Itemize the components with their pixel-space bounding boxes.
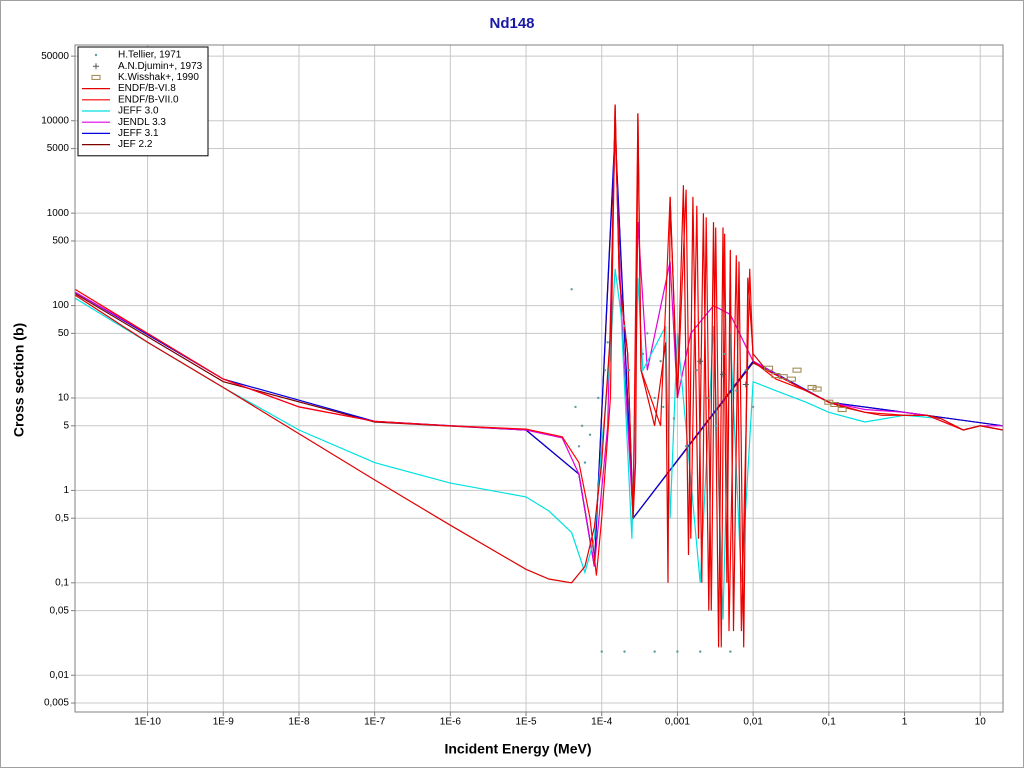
series-line bbox=[75, 129, 1003, 567]
plot-marks bbox=[75, 104, 1003, 653]
data-point bbox=[600, 650, 603, 653]
data-point bbox=[653, 396, 656, 400]
x-tick-label: 1E-6 bbox=[440, 717, 462, 728]
x-tick-label: 1E-9 bbox=[213, 717, 235, 728]
data-point bbox=[723, 352, 726, 356]
legend-marker bbox=[93, 63, 99, 70]
data-point bbox=[684, 445, 688, 448]
data-point bbox=[659, 360, 662, 363]
y-tick-label: 1 bbox=[63, 485, 69, 496]
data-point bbox=[577, 445, 581, 448]
y-tick-label: 50 bbox=[58, 328, 70, 339]
data-point bbox=[646, 332, 649, 335]
data-point bbox=[588, 433, 592, 436]
y-axis-label: Cross section (b) bbox=[11, 323, 27, 437]
data-point bbox=[751, 405, 755, 409]
data-point bbox=[672, 417, 676, 420]
x-tick-label: 1E-10 bbox=[134, 717, 161, 728]
x-tick-label: 1E-5 bbox=[515, 717, 537, 728]
data-point bbox=[606, 341, 609, 344]
data-point bbox=[653, 650, 656, 653]
legend-marker bbox=[94, 53, 98, 57]
axes: 0,005 0,01 0,05 0,1 0,5 1 5 10 50 100 500 1000 5000 1… bbox=[41, 51, 986, 728]
data-point bbox=[583, 461, 587, 464]
legend-marker bbox=[91, 74, 101, 80]
y-tick-label: 100 bbox=[52, 300, 69, 311]
chart-title: Nd148 bbox=[489, 15, 534, 32]
legend-label: JEFF 3.1 bbox=[118, 128, 159, 139]
legend-label: A.N.Djumin+, 1973 bbox=[118, 61, 203, 72]
data-point bbox=[830, 402, 840, 408]
data-point bbox=[676, 650, 679, 653]
data-point bbox=[764, 365, 774, 371]
x-tick-label: 1 bbox=[902, 717, 908, 728]
data-point bbox=[729, 650, 732, 653]
data-point bbox=[603, 368, 607, 372]
data-point bbox=[641, 352, 645, 356]
data-point bbox=[697, 358, 704, 365]
data-point bbox=[623, 324, 626, 328]
data-point bbox=[771, 373, 781, 379]
data-point bbox=[837, 407, 847, 413]
data-point bbox=[623, 650, 626, 653]
data-point bbox=[597, 396, 600, 400]
x-tick-label: 1E-4 bbox=[591, 717, 613, 728]
x-axis-label: Incident Energy (MeV) bbox=[444, 741, 591, 757]
series-line bbox=[75, 268, 1003, 620]
y-tick-label: 5000 bbox=[47, 143, 70, 154]
grid bbox=[75, 45, 1003, 712]
data-point bbox=[570, 288, 573, 291]
data-point bbox=[720, 371, 727, 378]
legend-label: K.Wisshak+, 1990 bbox=[118, 72, 199, 83]
x-tick-label: 1E-8 bbox=[288, 717, 310, 728]
data-point bbox=[786, 376, 796, 382]
y-tick-label: 0,01 bbox=[50, 670, 70, 681]
data-point bbox=[580, 424, 584, 428]
y-tick-label: 0,5 bbox=[55, 513, 69, 524]
data-point bbox=[627, 368, 631, 372]
data-point bbox=[706, 396, 709, 400]
y-tick-label: 1000 bbox=[47, 208, 70, 219]
data-point bbox=[714, 424, 717, 428]
y-tick-label: 10000 bbox=[41, 115, 69, 126]
y-tick-label: 500 bbox=[52, 236, 69, 247]
data-point bbox=[735, 389, 738, 392]
x-tick-label: 0,01 bbox=[743, 717, 763, 728]
legend-label: ENDF/B-VI.8 bbox=[118, 83, 176, 94]
x-tick-label: 10 bbox=[975, 717, 987, 728]
series-line bbox=[75, 104, 1003, 648]
legend-label: ENDF/B-VII.0 bbox=[118, 94, 179, 105]
y-tick-label: 0,1 bbox=[55, 577, 69, 588]
y-tick-label: 0,05 bbox=[50, 605, 70, 616]
data-point bbox=[812, 386, 822, 392]
data-point bbox=[744, 368, 747, 372]
legend-label: JEFF 3.0 bbox=[118, 106, 159, 117]
data-point bbox=[662, 405, 665, 409]
data-point bbox=[574, 405, 577, 409]
data-point bbox=[695, 368, 698, 372]
legend-box bbox=[77, 46, 209, 157]
y-tick-label: 0,005 bbox=[44, 698, 69, 709]
data-point bbox=[742, 381, 749, 388]
legend-label: JENDL 3.3 bbox=[118, 117, 166, 128]
legend-label: H.Tellier, 1971 bbox=[118, 50, 182, 61]
x-tick-label: 0,1 bbox=[822, 717, 836, 728]
y-tick-label: 50000 bbox=[41, 51, 69, 62]
y-tick-label: 10 bbox=[58, 393, 70, 404]
data-point bbox=[792, 367, 802, 373]
legend-label: JEF 2.2 bbox=[118, 139, 153, 150]
y-tick-label: 5 bbox=[63, 420, 69, 431]
data-point bbox=[679, 380, 682, 383]
data-point bbox=[699, 650, 702, 653]
x-tick-label: 1E-7 bbox=[364, 717, 386, 728]
plot-border bbox=[74, 44, 1004, 713]
x-tick-label: 0,001 bbox=[665, 717, 690, 728]
